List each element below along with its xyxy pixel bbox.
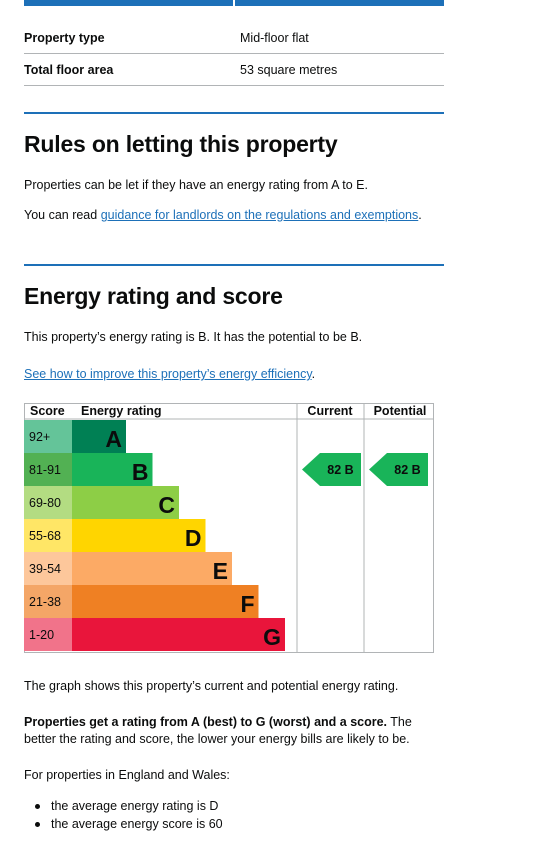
potential-column-header: Potential	[374, 404, 427, 418]
guidance-prefix: You can read	[24, 208, 101, 222]
region-text: For properties in England and Wales:	[24, 768, 230, 782]
band-letter: A	[105, 426, 122, 452]
band-letter: E	[213, 558, 228, 584]
summary-value: 53 square metres	[240, 62, 338, 77]
landlord-guidance-link[interactable]: guidance for landlords on the regulation…	[100, 208, 419, 222]
improve-suffix: .	[311, 367, 316, 381]
band-letter: D	[185, 525, 202, 551]
current-rating-label: 82 B	[327, 463, 353, 477]
summary-row-property-type: Property type Mid-floor flat	[24, 22, 444, 54]
guidance-suffix: .	[418, 208, 422, 222]
band-bar-f	[72, 585, 259, 618]
average-rating-list: the average energy rating is D the avera…	[24, 797, 223, 833]
band-letter: C	[158, 492, 175, 518]
letting-rules-heading: Rules on letting this property	[24, 131, 338, 157]
band-score-range: 69-80	[29, 496, 61, 510]
energy-rating-chart: Score Energy rating Current Potential 92+ A 81…	[24, 403, 434, 653]
energy-rating-chart-svg: Score Energy rating Current Potential 92+ A 81…	[24, 403, 434, 653]
band-score-cell	[24, 519, 72, 552]
summary-column-divider	[233, 0, 235, 6]
band-score-cell	[24, 420, 72, 453]
potential-rating-label: 82 B	[394, 463, 420, 477]
letting-rules-text: Properties can be let if they have an en…	[24, 178, 368, 192]
summary-row-floor-area: Total floor area 53 square metres	[24, 54, 444, 86]
band-score-range: 39-54	[29, 562, 61, 576]
band-bar-e	[72, 552, 232, 585]
list-item: the average energy score is 60	[24, 815, 223, 833]
rating-explanation-rest: The better the rating and score, the low…	[24, 715, 412, 746]
band-score-cell	[24, 618, 72, 651]
list-item: the average energy rating is D	[24, 797, 223, 815]
band-score-cell	[24, 552, 72, 585]
band-score-range: 92+	[29, 430, 50, 444]
section-divider	[24, 264, 444, 266]
band-score-range: 1-20	[29, 628, 54, 642]
band-score-cell	[24, 486, 72, 519]
summary-value: Mid-floor flat	[240, 30, 309, 45]
rating-explanation-bold: Properties get a rating from A (best) to…	[24, 715, 388, 729]
current-rating-arrow	[302, 453, 361, 486]
rating-explanation: Properties get a rating from A (best) to…	[24, 714, 444, 748]
band-bar-a	[72, 420, 126, 453]
score-column-header: Score	[30, 404, 65, 418]
section-divider	[24, 112, 444, 114]
summary-key: Property type	[24, 30, 105, 45]
band-letter: B	[132, 459, 149, 485]
landlord-guidance-paragraph: You can read guidance for landlords on t…	[24, 207, 444, 224]
current-column-header: Current	[307, 404, 353, 418]
energy-rating-column-header: Energy rating	[81, 404, 162, 418]
band-score-range: 81-91	[29, 463, 61, 477]
potential-rating-arrow	[369, 453, 428, 486]
energy-rating-heading: Energy rating and score	[24, 283, 283, 309]
improve-paragraph: See how to improve this property’s energ…	[24, 366, 444, 383]
band-letter: F	[240, 591, 254, 617]
graph-description: The graph shows this property’s current …	[24, 679, 399, 693]
band-score-cell	[24, 453, 72, 486]
improve-efficiency-link[interactable]: See how to improve this property’s energ…	[24, 367, 312, 381]
band-bar-d	[72, 519, 206, 552]
summary-key: Total floor area	[24, 62, 114, 77]
band-score-range: 21-38	[29, 595, 61, 609]
band-letter: G	[263, 624, 281, 650]
property-summary-list: Property type Mid-floor flat Total floor…	[24, 22, 444, 86]
band-score-range: 55-68	[29, 529, 61, 543]
band-bar-b	[72, 453, 153, 486]
band-bar-g	[72, 618, 285, 651]
band-bar-c	[72, 486, 179, 519]
band-score-cell	[24, 585, 72, 618]
energy-rating-text: This property’s energy rating is B. It h…	[24, 330, 363, 344]
